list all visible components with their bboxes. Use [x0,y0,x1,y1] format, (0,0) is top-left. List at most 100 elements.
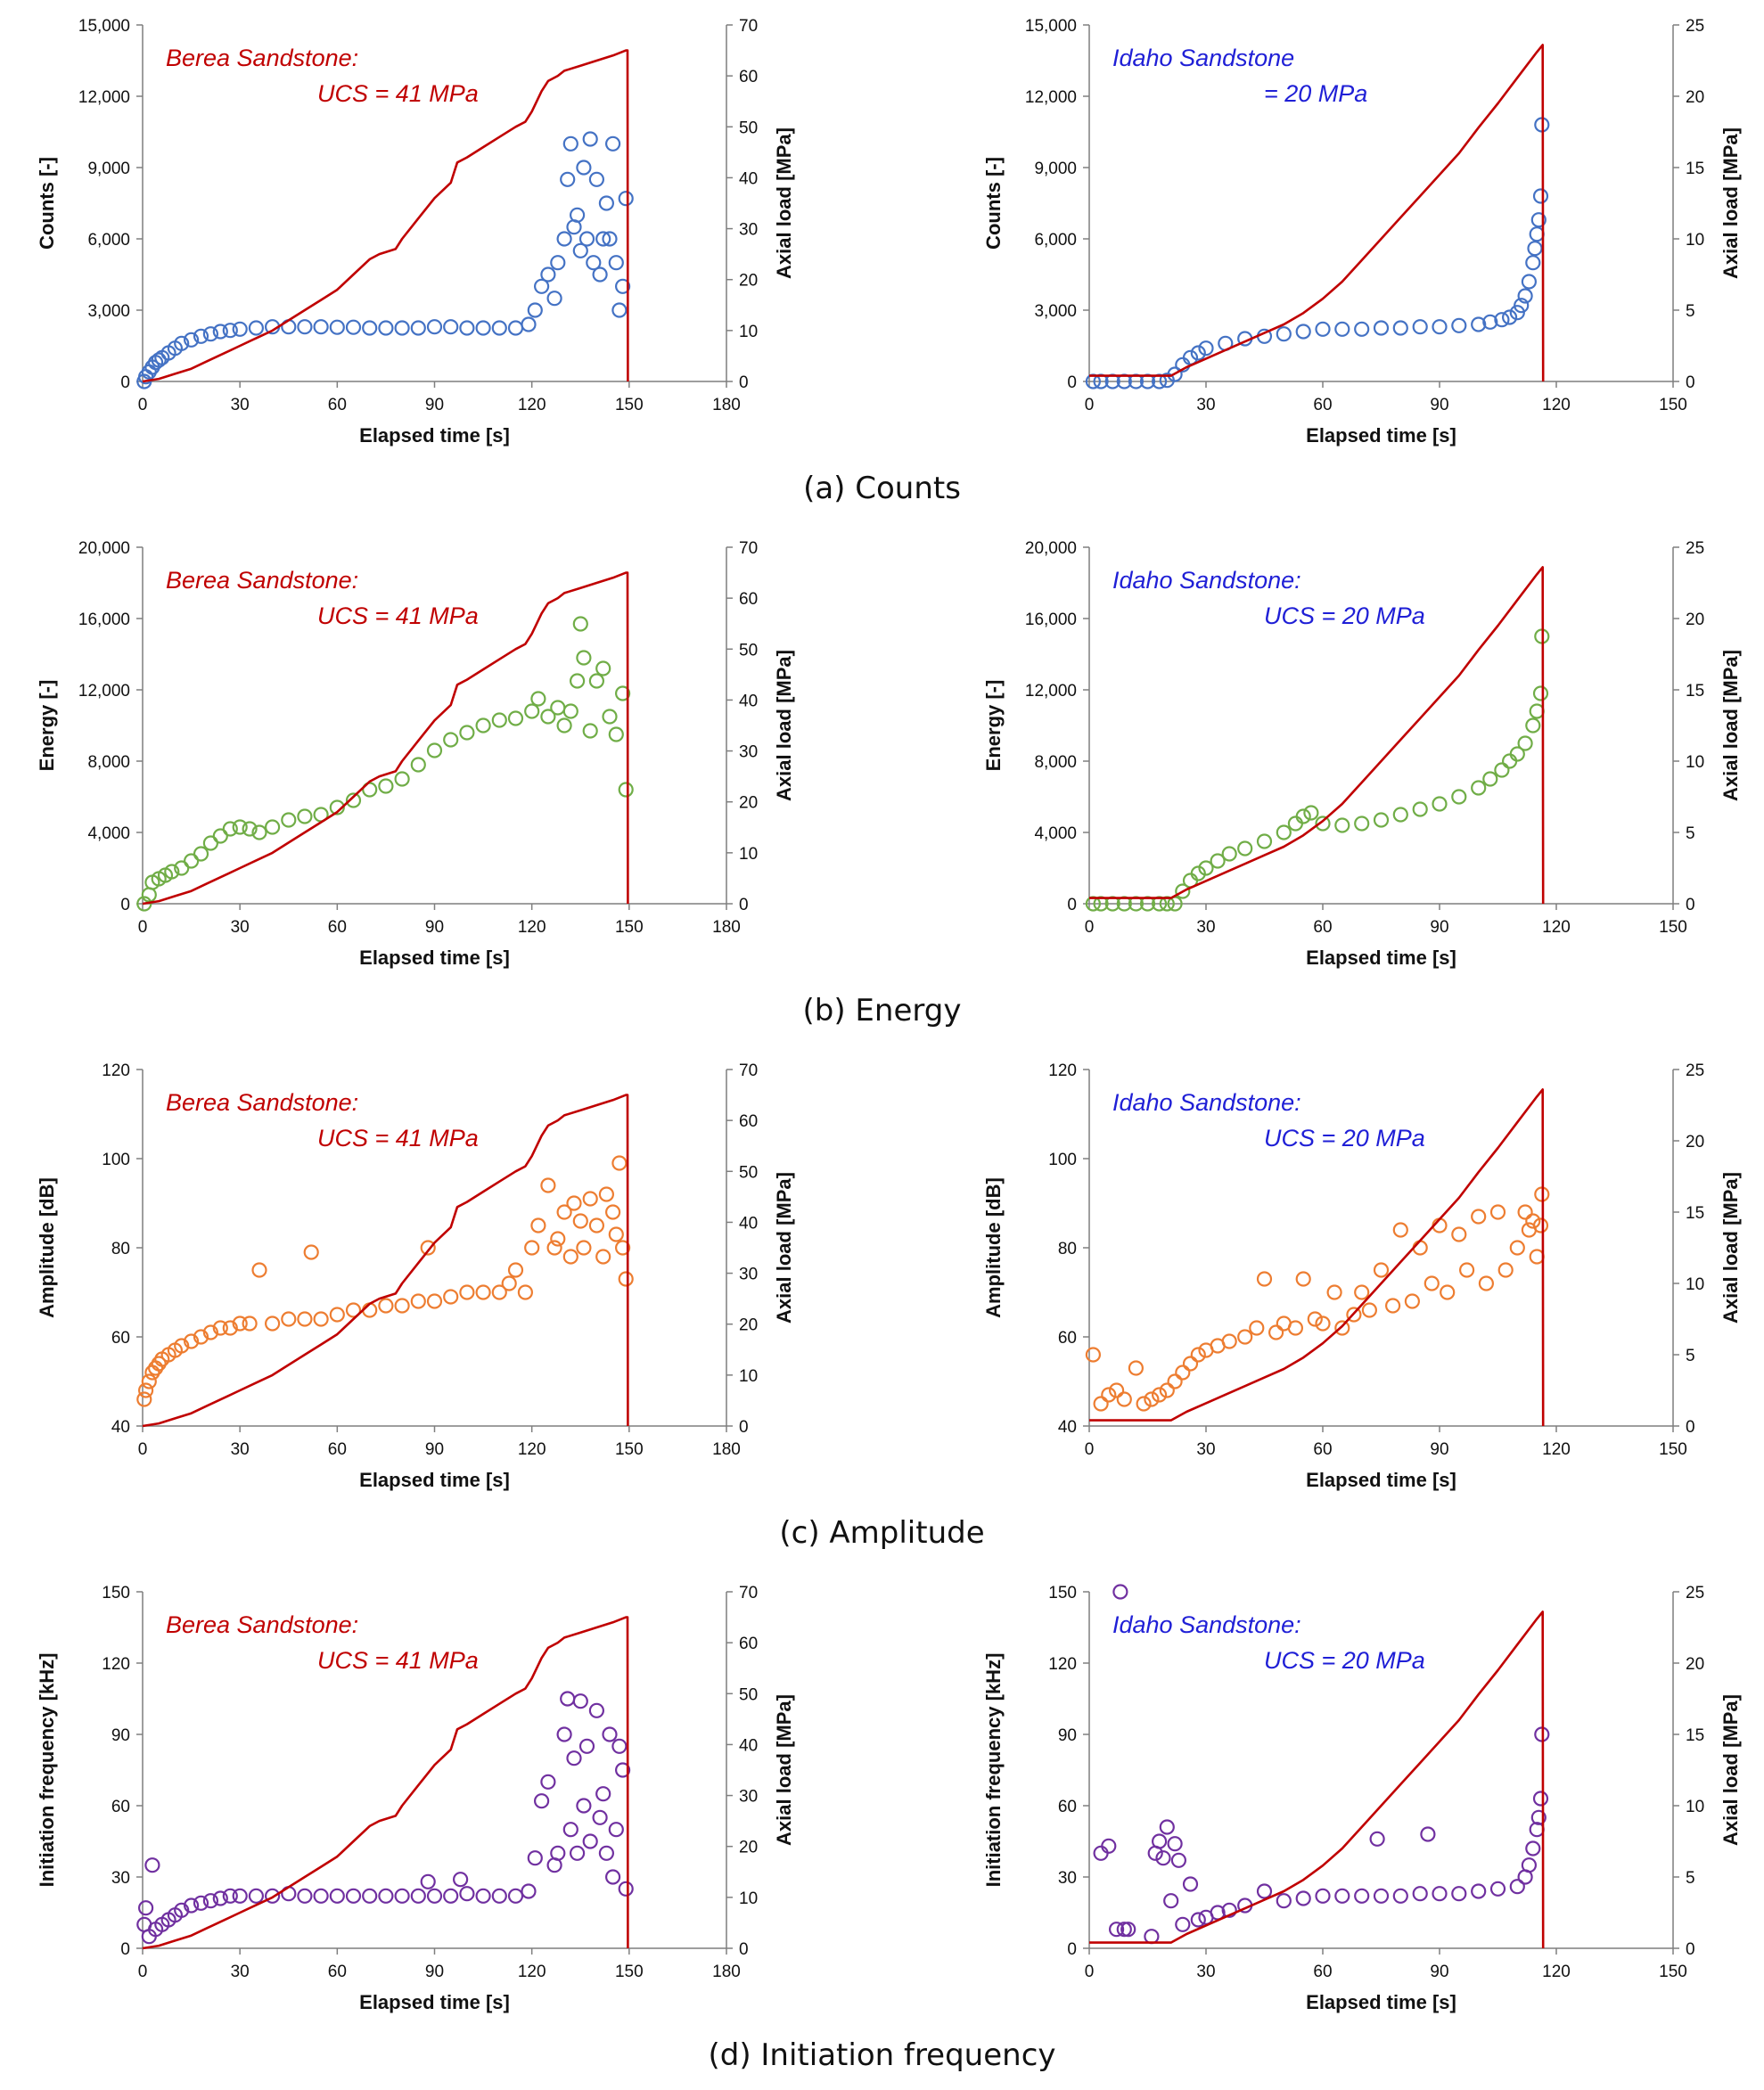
data-point [452,1872,469,1888]
y2-axis-title: Axial load [MPa] [1719,127,1742,279]
data-point [1093,1396,1109,1412]
data-point [521,1883,537,1899]
data-point [1489,1881,1506,1897]
data-point [1334,321,1350,337]
y-tick-label: 120 [102,1061,130,1080]
x-tick-label: 150 [1659,918,1687,937]
data-point [151,352,167,368]
data-point [1276,326,1292,342]
data-point [251,824,267,840]
data-point [1509,1240,1525,1256]
data-point [1101,1387,1117,1403]
x-tick-label: 120 [1542,918,1571,937]
y2-tick-label: 50 [739,641,758,660]
data-point [595,231,611,247]
data-point [313,1888,329,1904]
data-point [556,231,572,247]
data-point [265,1315,281,1332]
data-point [184,853,200,869]
x-tick-label: 180 [712,918,741,937]
data-point [426,1888,443,1904]
data-point [144,1365,160,1381]
data-point [1190,1912,1206,1928]
data-point [222,1888,238,1904]
data-point [1334,1320,1350,1336]
data-point [394,1888,410,1904]
data-point [1315,816,1331,832]
data-point [1509,1879,1525,1895]
data-point [1276,824,1292,840]
x-tick-label: 180 [712,396,741,414]
data-point [265,1888,281,1904]
y2-tick-label: 15 [1686,1204,1704,1223]
data-point [410,1888,426,1904]
data-point [202,835,218,851]
sample-note-name: Idaho Sandstone: [1112,1089,1301,1116]
y-tick-label: 12,000 [78,682,130,701]
data-point [443,732,459,748]
data-point [1529,1249,1545,1265]
data-point [297,1888,313,1904]
data-point [1175,883,1191,899]
x-tick-label: 90 [1430,396,1448,414]
data-point [443,1289,459,1305]
data-point [1451,1226,1467,1242]
data-point [1384,1298,1401,1314]
data-point [540,266,556,283]
sample-note-ucs: UCS = 41 MPa [317,80,479,107]
data-point [1530,212,1547,228]
data-point [1144,1929,1160,1945]
data-point [1093,1845,1109,1861]
data-point [144,1857,160,1873]
y2-tick-label: 10 [739,845,758,864]
y2-tick-label: 70 [739,17,758,36]
y-tick-label: 6,000 [87,231,130,250]
data-point [527,302,543,318]
data-point [1326,1284,1342,1300]
data-point [426,742,443,758]
data-point [136,896,152,912]
data-point [1529,226,1545,242]
data-point [556,717,572,734]
data-point [546,1240,562,1256]
y2-tick-label: 30 [739,743,758,762]
data-point [604,1869,621,1885]
data-point [566,1750,582,1766]
data-point [604,1204,621,1220]
data-point [611,1738,628,1754]
y2-tick-label: 20 [1686,1655,1704,1674]
y2-tick-label: 50 [739,1163,758,1182]
x-tick-label: 120 [518,1963,546,1981]
data-point [475,1888,491,1904]
x-tick-label: 90 [1430,1963,1448,1981]
data-point [212,1890,228,1906]
data-point [530,691,546,707]
data-point [611,1155,628,1171]
y-tick-label: 15,000 [1025,17,1077,36]
data-point [491,1888,507,1904]
data-point [1295,1271,1311,1287]
y2-tick-label: 20 [1686,611,1704,629]
data-point [1295,808,1311,824]
data-point [1256,833,1273,849]
data-point [1354,321,1370,337]
y-tick-label: 60 [111,1798,130,1816]
data-point [184,1897,200,1914]
data-point [202,1324,218,1340]
x-tick-label: 90 [425,918,444,937]
data-point [1392,807,1408,823]
x-axis-title: Elapsed time [s] [1306,424,1456,447]
y2-tick-label: 0 [739,896,749,914]
data-point [1237,1329,1253,1345]
data-point [569,207,586,223]
data-point [475,320,491,336]
data-point [378,320,394,336]
sample-note-name: Berea Sandstone: [166,1611,358,1638]
data-point [576,1240,592,1256]
data-point [1190,1347,1206,1363]
y-tick-label: 20,000 [78,539,130,558]
y2-axis-title: Axial load [MPa] [1719,1172,1742,1324]
data-point [550,700,566,716]
y-tick-label: 20,000 [1025,539,1077,558]
